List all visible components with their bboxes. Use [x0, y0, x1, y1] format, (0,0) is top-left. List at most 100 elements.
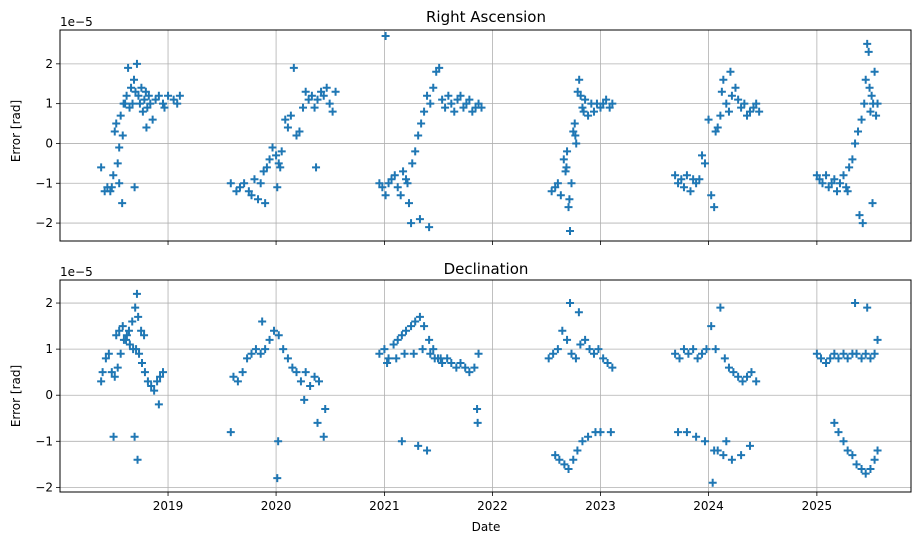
data-point [274, 331, 283, 340]
data-point [115, 143, 124, 152]
data-point [857, 464, 866, 473]
data-point [570, 119, 579, 128]
data-point [563, 147, 572, 156]
data-point [865, 83, 874, 92]
data-point [247, 349, 256, 358]
data-point [125, 340, 134, 349]
data-point [727, 455, 736, 464]
data-point [860, 99, 869, 108]
data-point [863, 303, 872, 312]
data-point [693, 354, 702, 363]
data-point [719, 451, 728, 460]
y-tick-label: 1 [45, 342, 53, 356]
data-point [130, 183, 139, 192]
data-point [436, 354, 445, 363]
data-point [423, 91, 432, 100]
data-point [384, 354, 393, 363]
data-point [569, 455, 578, 464]
data-point [830, 349, 839, 358]
data-point [868, 199, 877, 208]
data-point [420, 322, 429, 331]
data-point [408, 159, 417, 168]
x-tick-label: 2021 [369, 499, 400, 513]
data-point [686, 187, 695, 196]
data-point [415, 215, 424, 224]
y-axis-label: Error [rad] [9, 365, 23, 427]
data-point [581, 95, 590, 104]
data-point [101, 354, 110, 363]
data-point [861, 349, 870, 358]
data-point [679, 183, 688, 192]
data-point [553, 345, 562, 354]
data-point [747, 368, 756, 377]
data-point [118, 322, 127, 331]
data-point [425, 335, 434, 344]
data-point [698, 349, 707, 358]
subplot-right-ascension: Right Ascension 1e−5 Error [rad] −2 −1 0 1 2 [9, 8, 912, 245]
data-point [154, 400, 163, 409]
data-point [589, 349, 598, 358]
data-point [574, 308, 583, 317]
data-point [116, 349, 125, 358]
data-point [575, 75, 584, 84]
data-point [842, 183, 851, 192]
data-point [135, 349, 144, 358]
data-point [107, 183, 116, 192]
data-point [312, 163, 321, 172]
data-point [265, 335, 274, 344]
data-point [159, 99, 168, 108]
data-point [134, 91, 143, 100]
data-point [106, 187, 115, 196]
data-point [122, 91, 131, 100]
data-point [110, 372, 119, 381]
data-point [698, 151, 707, 160]
data-point [272, 151, 281, 160]
data-point [852, 460, 861, 469]
data-point [173, 99, 182, 108]
data-point [608, 99, 617, 108]
data-point [576, 340, 585, 349]
data-point [726, 67, 735, 76]
data-point [564, 464, 573, 473]
data-point [261, 199, 270, 208]
data-point [679, 345, 688, 354]
data-point [864, 47, 873, 56]
data-point [711, 127, 720, 136]
data-point [116, 111, 125, 120]
data-point [438, 358, 447, 367]
data-point [870, 67, 879, 76]
data-point [313, 418, 322, 427]
data-point [156, 372, 165, 381]
data-point [826, 354, 835, 363]
data-point [835, 179, 844, 188]
data-point [411, 147, 420, 156]
data-point [671, 349, 680, 358]
data-point [845, 163, 854, 172]
data-point [722, 99, 731, 108]
data-point [397, 331, 406, 340]
data-point [250, 175, 259, 184]
data-point [584, 432, 593, 441]
data-point [812, 349, 821, 358]
data-point [256, 179, 265, 188]
data-point [153, 377, 162, 386]
data-point [130, 432, 139, 441]
data-point [677, 175, 686, 184]
data-point [378, 183, 387, 192]
data-point [474, 349, 483, 358]
data-point [426, 99, 435, 108]
x-tick-label: 2024 [693, 499, 724, 513]
data-point [727, 91, 736, 100]
data-point [400, 349, 409, 358]
data-point [456, 358, 465, 367]
data-point [695, 175, 704, 184]
data-point [866, 354, 875, 363]
data-point [702, 345, 711, 354]
data-point [713, 446, 722, 455]
data-point [716, 303, 725, 312]
data-point [131, 303, 140, 312]
data-point [866, 107, 875, 116]
y-offset-label: 1e−5 [60, 15, 93, 29]
data-point [752, 99, 761, 108]
data-point [144, 91, 153, 100]
